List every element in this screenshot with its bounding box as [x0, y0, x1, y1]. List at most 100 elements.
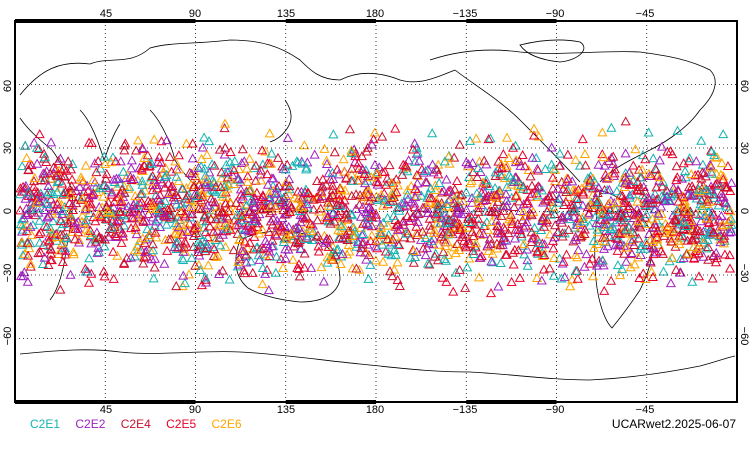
observation-marker — [337, 248, 348, 258]
observation-marker — [220, 198, 231, 208]
observation-marker — [468, 248, 479, 259]
observation-marker — [106, 157, 117, 167]
observation-marker — [323, 168, 334, 178]
observation-marker — [698, 237, 709, 247]
observation-marker — [440, 241, 451, 251]
observation-marker — [210, 187, 221, 197]
bottom-lon-label: −135 — [453, 404, 478, 416]
observation-marker — [623, 203, 634, 213]
observation-marker — [402, 189, 413, 199]
observation-marker — [477, 180, 488, 190]
observation-marker — [358, 228, 369, 239]
observation-marker — [255, 165, 267, 175]
observation-marker — [319, 143, 330, 153]
observation-marker — [35, 227, 46, 237]
observation-marker — [19, 267, 30, 277]
observation-marker — [428, 239, 439, 249]
observation-marker — [238, 265, 249, 275]
observation-marker — [553, 226, 564, 236]
observation-marker — [225, 219, 236, 229]
right-lat-label: 60 — [738, 80, 750, 92]
observation-marker — [376, 189, 387, 200]
observation-marker — [702, 198, 713, 208]
observation-marker — [356, 151, 368, 161]
observation-marker — [221, 223, 232, 233]
observation-marker — [272, 187, 284, 197]
observation-marker — [612, 197, 623, 207]
observation-marker — [80, 204, 91, 214]
observation-marker — [323, 200, 334, 210]
observation-marker — [366, 192, 378, 202]
observation-marker — [94, 231, 105, 241]
observation-marker — [207, 159, 218, 169]
observation-marker — [80, 160, 91, 170]
observation-marker — [522, 198, 533, 208]
observation-marker — [204, 221, 215, 231]
observation-marker — [208, 226, 219, 236]
observation-marker — [599, 214, 610, 224]
observation-marker — [344, 124, 356, 134]
observation-marker — [169, 228, 180, 238]
observation-marker — [685, 206, 696, 216]
observation-marker — [41, 166, 52, 176]
right-lat-label: 30 — [738, 142, 750, 154]
observation-marker — [702, 194, 713, 204]
observation-marker — [138, 215, 149, 225]
observation-marker — [308, 204, 319, 214]
observation-marker — [183, 269, 195, 279]
observation-marker — [384, 266, 396, 276]
observation-marker — [462, 262, 473, 272]
observation-marker — [280, 209, 291, 219]
observation-marker — [394, 240, 405, 250]
observation-marker — [510, 233, 521, 243]
observation-marker — [418, 243, 429, 253]
observation-marker — [669, 214, 680, 224]
observation-marker — [677, 191, 688, 201]
observation-marker — [484, 181, 495, 191]
observation-marker — [60, 249, 71, 259]
observation-marker — [632, 196, 643, 206]
top-lon-label: −135 — [453, 8, 478, 20]
observation-marker — [363, 273, 374, 283]
observation-marker — [635, 172, 646, 182]
observation-marker — [501, 195, 512, 205]
observation-marker — [257, 279, 268, 289]
observation-marker — [335, 225, 347, 235]
observation-marker — [491, 215, 502, 225]
observation-marker — [46, 137, 57, 147]
observation-marker — [525, 171, 536, 181]
observation-marker — [692, 224, 703, 234]
observation-marker — [544, 263, 555, 273]
observation-marker — [706, 168, 717, 178]
observation-marker — [430, 180, 441, 190]
observation-marker — [565, 199, 577, 209]
observation-marker — [99, 180, 110, 190]
observation-marker — [232, 261, 243, 271]
observation-marker — [587, 271, 599, 281]
observation-marker — [175, 207, 186, 217]
observation-marker — [88, 175, 99, 185]
observation-marker — [430, 248, 441, 258]
observation-marker — [650, 219, 661, 229]
observation-marker — [111, 181, 123, 191]
observation-marker — [200, 227, 211, 237]
observation-marker — [232, 174, 243, 184]
observation-marker — [591, 197, 603, 207]
observation-marker — [373, 177, 384, 187]
observation-marker — [241, 200, 252, 210]
observation-marker — [437, 272, 448, 282]
observation-marker — [28, 181, 39, 191]
observation-marker — [42, 212, 53, 222]
observation-marker — [631, 184, 642, 194]
observation-marker — [457, 223, 468, 233]
observation-marker — [362, 184, 374, 194]
observation-marker — [52, 187, 63, 197]
observation-marker — [498, 205, 509, 215]
observation-markers — [15, 116, 737, 298]
observation-marker — [365, 235, 376, 246]
observation-marker — [149, 262, 160, 272]
observation-marker — [60, 245, 71, 255]
observation-marker — [283, 189, 295, 199]
observation-marker — [335, 258, 346, 269]
